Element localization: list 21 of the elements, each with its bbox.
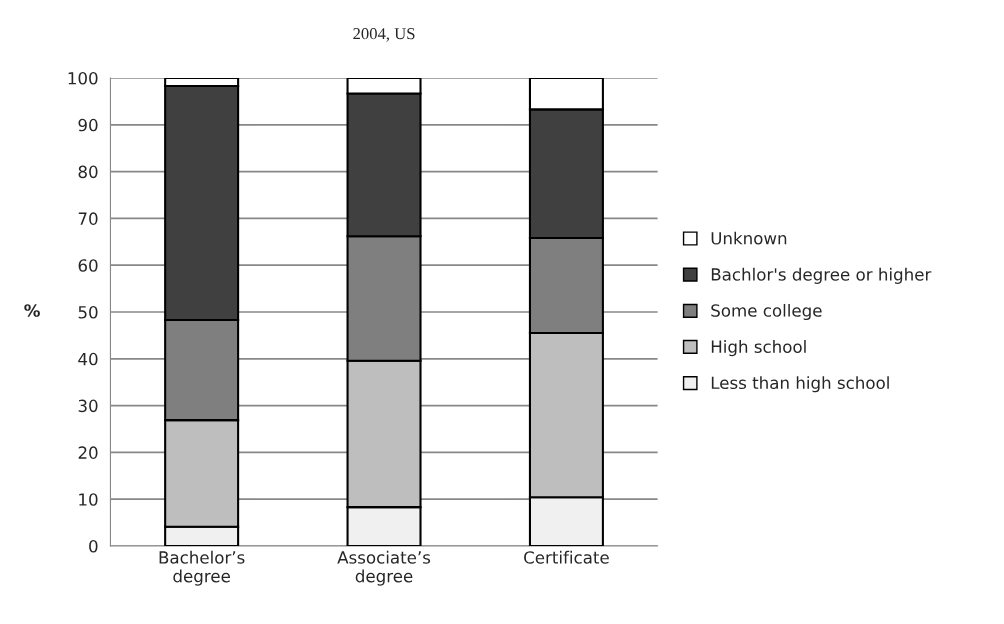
y-tick-label: 60 <box>78 259 98 272</box>
y-tick-label: 30 <box>78 399 98 413</box>
y-axis-title: % <box>24 304 40 317</box>
y-tick-label: 10 <box>79 493 98 506</box>
legend-label: High school <box>711 340 806 357</box>
legend-label: Less than high school <box>711 376 889 393</box>
x-tick-label: Certificate <box>524 550 609 564</box>
y-tick-label: 50 <box>78 305 98 319</box>
y-tick-label: 70 <box>78 212 98 225</box>
x-tick-label: Associate’s degree <box>337 550 431 586</box>
legend-label: Bachlor's degree or higher <box>711 267 932 284</box>
y-tick-label: 90 <box>78 118 98 132</box>
y-tick-label: 40 <box>78 352 98 366</box>
x-tick-label: Bachelor’s degree <box>159 550 245 586</box>
y-tick-label: 80 <box>78 165 98 179</box>
legend-label: Some college <box>711 303 822 321</box>
y-tick-label: 100 <box>68 71 98 85</box>
chart-title: 2004, US <box>353 28 415 42</box>
y-tick-label: 20 <box>78 446 98 459</box>
legend-label: Unknown <box>711 231 787 245</box>
y-tick-label: 0 <box>89 539 98 553</box>
